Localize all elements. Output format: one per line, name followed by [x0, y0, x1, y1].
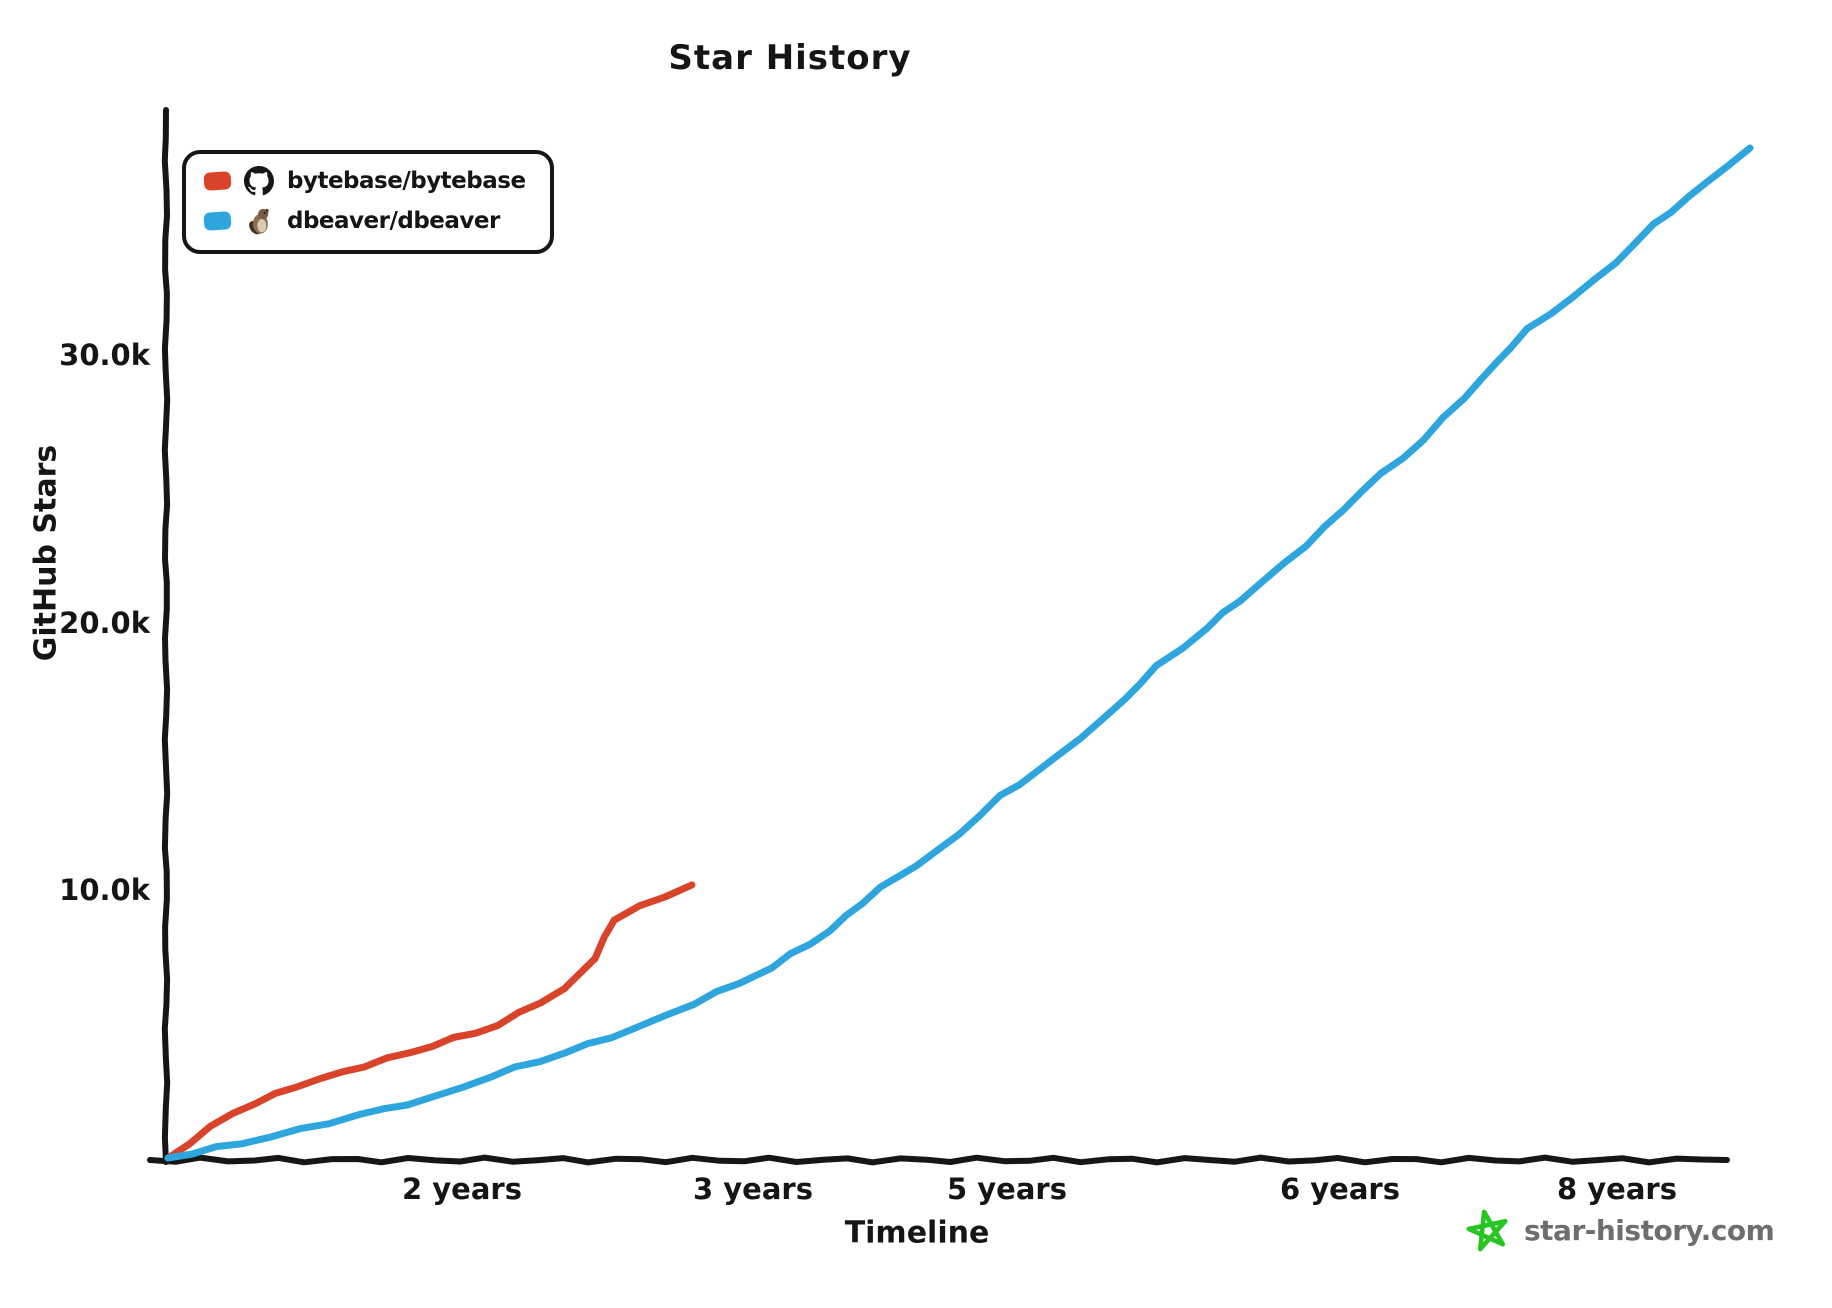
- watermark: star-history.com: [1464, 1206, 1775, 1254]
- watermark-text: star-history.com: [1524, 1213, 1775, 1247]
- y-tick-label: 30.0k: [59, 338, 150, 372]
- y-axis-line: [161, 107, 171, 1165]
- dbeaver-line: [164, 144, 1754, 1162]
- legend-label-dbeaver: dbeaver/dbeaver: [287, 208, 500, 234]
- x-tick-label: 2 years: [402, 1172, 522, 1206]
- dbeaver-color-swatch: [203, 211, 232, 231]
- chart-title: Star History: [668, 38, 912, 78]
- legend-item-dbeaver: dbeaver/dbeaver: [203, 206, 526, 236]
- x-tick-label: 5 years: [947, 1172, 1067, 1206]
- star-doodle-icon: [1464, 1206, 1512, 1254]
- bytebase-line: [164, 881, 696, 1162]
- legend-item-bytebase: bytebase/bytebase: [203, 166, 526, 196]
- beaver-icon: [244, 206, 274, 236]
- x-axis-title: Timeline: [844, 1215, 990, 1251]
- x-tick-label: 3 years: [693, 1172, 813, 1206]
- x-axis-line: [147, 1154, 1730, 1166]
- legend-label-bytebase: bytebase/bytebase: [287, 168, 526, 194]
- y-tick-label: 20.0k: [59, 606, 150, 640]
- x-tick-label: 8 years: [1557, 1172, 1677, 1206]
- x-tick-label: 6 years: [1280, 1172, 1400, 1206]
- y-tick-label: 10.0k: [59, 873, 150, 907]
- legend-box: bytebase/bytebase dbeaver/dbeaver: [182, 150, 554, 254]
- github-icon: [244, 166, 274, 196]
- bytebase-color-swatch: [203, 171, 232, 191]
